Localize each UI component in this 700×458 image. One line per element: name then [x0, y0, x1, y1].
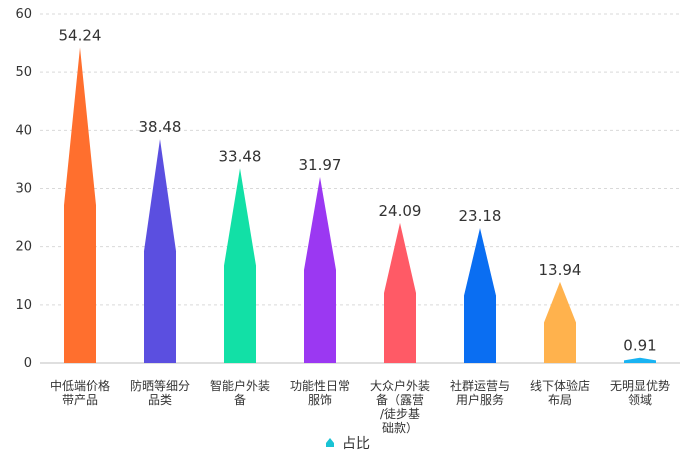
- data-label: 31.97: [299, 156, 342, 174]
- y-tick-label: 30: [15, 182, 32, 197]
- x-tick-label: 中低端价格带产品: [50, 378, 110, 407]
- data-label: 24.09: [379, 202, 422, 220]
- x-tick-label-line: 社群运营与: [450, 378, 510, 393]
- bar[interactable]: [144, 139, 176, 363]
- x-tick-label: 大众户外装备（露营/徒步基础款）: [370, 378, 430, 435]
- data-label: 54.24: [59, 27, 102, 45]
- bar[interactable]: [384, 222, 416, 363]
- y-tick-label: 10: [15, 298, 32, 313]
- legend[interactable]: 占比: [326, 436, 370, 452]
- x-tick-label-line: 中低端价格: [50, 378, 110, 393]
- x-tick-label-line: 带产品: [62, 393, 98, 407]
- x-tick-label-line: 用户服务: [456, 392, 504, 407]
- x-tick-label-line: 大众户外装: [370, 378, 430, 393]
- data-label: 23.18: [459, 207, 502, 225]
- x-tick-label-line: 品类: [148, 393, 172, 407]
- data-label: 0.91: [623, 337, 656, 355]
- data-labels: 54.24 38.48 33.48 31.97 24.09 23.18 13.94 0.91: [59, 27, 657, 355]
- data-label: 13.94: [539, 261, 582, 279]
- x-tick-label-line: 防晒等细分: [130, 378, 190, 393]
- bar[interactable]: [64, 47, 96, 364]
- y-axis: 0 10 20 30 40 50 60: [15, 7, 32, 371]
- x-tick-label-line: 础款）: [382, 421, 418, 435]
- x-tick-label-line: 服饰: [308, 393, 332, 407]
- x-tick-label-line: 无明显优势: [610, 379, 670, 393]
- gridlines: [40, 13, 680, 364]
- x-tick-label: 社群运营与用户服务: [450, 378, 510, 407]
- y-tick-label: 60: [15, 7, 32, 22]
- data-label: 38.48: [139, 118, 182, 136]
- x-tick-label: 线下体验店布局: [530, 378, 590, 407]
- bar[interactable]: [224, 168, 256, 363]
- x-axis: 中低端价格带产品防晒等细分品类智能户外装备功能性日常服饰大众户外装备（露营/徒步…: [50, 378, 670, 435]
- bar[interactable]: [464, 228, 496, 363]
- bar[interactable]: [624, 357, 656, 363]
- x-tick-label: 智能户外装备: [210, 378, 270, 407]
- x-tick-label-line: 功能性日常: [290, 379, 350, 393]
- bar[interactable]: [304, 177, 336, 363]
- legend-label: 占比: [342, 436, 370, 452]
- x-tick-label-line: 领域: [628, 393, 652, 407]
- x-tick-label-line: 智能户外装: [210, 378, 270, 393]
- bar[interactable]: [544, 281, 576, 363]
- y-tick-label: 40: [15, 123, 32, 138]
- x-tick-label-line: 线下体验店: [530, 378, 590, 393]
- y-tick-label: 20: [15, 240, 32, 255]
- x-tick-label: 无明显优势领域: [610, 379, 670, 407]
- data-label: 33.48: [219, 147, 262, 165]
- x-tick-label: 功能性日常服饰: [290, 379, 350, 407]
- x-tick-label-line: 备（露营: [376, 393, 424, 407]
- x-tick-label-line: /徒步基: [380, 407, 420, 421]
- x-tick-label-line: 布局: [548, 393, 572, 407]
- legend-marker-icon: [326, 438, 334, 447]
- bars: [64, 47, 656, 364]
- x-tick-label: 防晒等细分品类: [130, 378, 190, 407]
- y-tick-label: 0: [24, 356, 32, 371]
- y-tick-label: 50: [15, 65, 32, 80]
- x-tick-label-line: 备: [234, 393, 246, 407]
